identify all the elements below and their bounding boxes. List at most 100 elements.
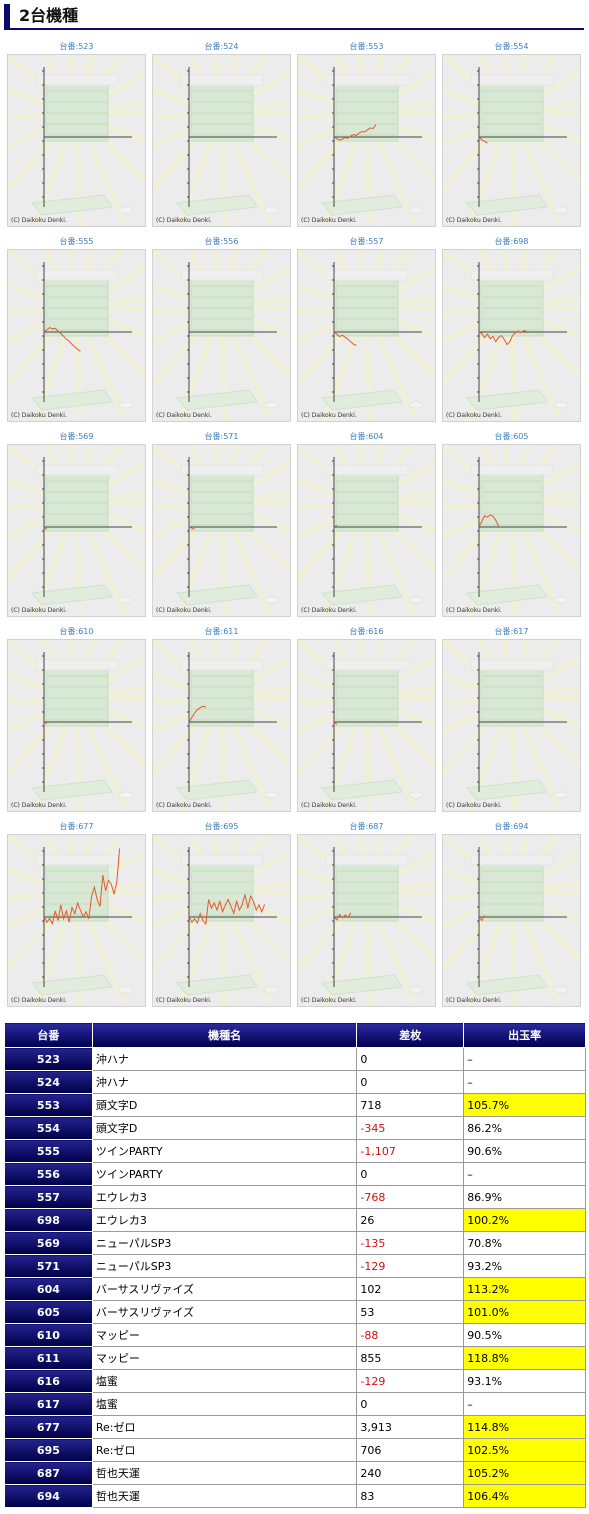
machine-number-cell[interactable]: 605 <box>4 1300 93 1324</box>
slump-graph[interactable]: (C) Daikoku Denki. <box>152 834 291 1007</box>
machine-number-cell[interactable]: 553 <box>4 1093 93 1117</box>
copyright-text: (C) Daikoku Denki. <box>11 802 67 809</box>
slump-graph[interactable]: (C) Daikoku Denki. <box>442 444 581 617</box>
graph-cell-557: 台番:557 (C) Daikoku Denki. <box>294 233 439 428</box>
table-row: 571 ニューパルSP3 -129 93.2% <box>4 1254 586 1278</box>
slump-line <box>333 124 377 141</box>
slump-graph[interactable]: (C) Daikoku Denki. <box>297 444 436 617</box>
machine-number-link[interactable]: 台番:524 <box>204 42 239 51</box>
machine-number-link[interactable]: 台番:553 <box>349 42 384 51</box>
machine-number-link[interactable]: 台番:698 <box>494 237 529 246</box>
machine-name-cell: 頭文字D <box>91 1093 358 1117</box>
payout-rate-cell: 100.2% <box>463 1208 586 1232</box>
slump-line <box>43 526 48 530</box>
table-row: 694 哲也天運 83 106.4% <box>4 1484 586 1508</box>
machine-number-cell[interactable]: 617 <box>4 1392 93 1416</box>
watermark-illustration <box>443 445 580 616</box>
machine-number-link[interactable]: 台番:617 <box>494 627 529 636</box>
slump-line <box>333 721 338 725</box>
machine-number-link[interactable]: 台番:604 <box>349 432 384 441</box>
slump-graph[interactable]: (C) Daikoku Denki. <box>152 444 291 617</box>
machine-number-cell[interactable]: 554 <box>4 1116 93 1140</box>
slump-graph-svg <box>298 835 435 1006</box>
slump-graph[interactable]: (C) Daikoku Denki. <box>297 639 436 812</box>
machine-number-cell[interactable]: 556 <box>4 1162 93 1186</box>
table-row: 524 沖ハナ 0– <box>4 1070 586 1094</box>
machine-number-link[interactable]: 台番:555 <box>59 237 94 246</box>
payout-rate-cell: 118.8% <box>463 1346 586 1370</box>
machine-number-cell[interactable]: 610 <box>4 1323 93 1347</box>
slump-graph-svg <box>298 250 435 421</box>
machine-number-link[interactable]: 台番:695 <box>204 822 239 831</box>
slump-graph-svg <box>443 445 580 616</box>
machine-name-cell: Re:ゼロ <box>91 1415 358 1439</box>
header-name: 機種名 <box>91 1022 358 1048</box>
payout-rate-cell: – <box>463 1162 586 1186</box>
slump-graph[interactable]: (C) Daikoku Denki. <box>7 54 146 227</box>
watermark-illustration <box>443 640 580 811</box>
machine-number-cell[interactable]: 524 <box>4 1070 93 1094</box>
slump-graph[interactable]: (C) Daikoku Denki. <box>152 249 291 422</box>
payout-rate-cell: 102.5% <box>463 1438 586 1462</box>
machine-number-cell[interactable]: 571 <box>4 1254 93 1278</box>
slump-graph[interactable]: (C) Daikoku Denki. <box>297 54 436 227</box>
slump-graph[interactable]: (C) Daikoku Denki. <box>7 444 146 617</box>
slump-graph[interactable]: (C) Daikoku Denki. <box>7 249 146 422</box>
machine-name-cell: ツインPARTY <box>91 1162 358 1186</box>
copyright-text: (C) Daikoku Denki. <box>156 997 212 1004</box>
machine-number-link[interactable]: 台番:610 <box>59 627 94 636</box>
slump-graph-svg <box>298 640 435 811</box>
machine-number-cell[interactable]: 616 <box>4 1369 93 1393</box>
graph-cell-524: 台番:524 (C) Daikoku Denki. <box>149 38 294 233</box>
slump-graph[interactable]: (C) Daikoku Denki. <box>442 834 581 1007</box>
slump-line <box>43 848 121 926</box>
copyright-text: (C) Daikoku Denki. <box>446 217 502 224</box>
machine-number-cell[interactable]: 687 <box>4 1461 93 1485</box>
machine-number-link[interactable]: 台番:694 <box>494 822 529 831</box>
watermark-illustration <box>153 835 290 1006</box>
machine-number-cell[interactable]: 677 <box>4 1415 93 1439</box>
slump-graph[interactable]: (C) Daikoku Denki. <box>442 639 581 812</box>
watermark-illustration <box>8 445 145 616</box>
machine-number-link[interactable]: 台番:677 <box>59 822 94 831</box>
machine-number-link[interactable]: 台番:611 <box>204 627 239 636</box>
machine-number-link[interactable]: 台番:571 <box>204 432 239 441</box>
machine-number-link[interactable]: 台番:556 <box>204 237 239 246</box>
copyright-text: (C) Daikoku Denki. <box>446 997 502 1004</box>
slump-graph[interactable]: (C) Daikoku Denki. <box>442 249 581 422</box>
machine-number-link[interactable]: 台番:616 <box>349 627 384 636</box>
watermark-illustration <box>298 835 435 1006</box>
machine-number-link[interactable]: 台番:557 <box>349 237 384 246</box>
machine-number-cell[interactable]: 698 <box>4 1208 93 1232</box>
slump-graph[interactable]: (C) Daikoku Denki. <box>297 249 436 422</box>
slump-graph[interactable]: (C) Daikoku Denki. <box>152 54 291 227</box>
machine-number-cell[interactable]: 604 <box>4 1277 93 1301</box>
machine-number-link[interactable]: 台番:605 <box>494 432 529 441</box>
payout-rate-cell: 93.2% <box>463 1254 586 1278</box>
graph-cell-687: 台番:687 (C) Daikoku Denki. <box>294 818 439 1013</box>
machine-number-cell[interactable]: 695 <box>4 1438 93 1462</box>
payout-rate-cell: 105.2% <box>463 1461 586 1485</box>
slump-graph[interactable]: (C) Daikoku Denki. <box>297 834 436 1007</box>
slump-graph[interactable]: (C) Daikoku Denki. <box>442 54 581 227</box>
machine-number-cell[interactable]: 694 <box>4 1484 93 1508</box>
watermark-illustration <box>298 55 435 226</box>
payout-rate-cell: 86.2% <box>463 1116 586 1140</box>
slump-graph[interactable]: (C) Daikoku Denki. <box>152 639 291 812</box>
copyright-text: (C) Daikoku Denki. <box>301 217 357 224</box>
table-row: 617 塩蜜 0– <box>4 1392 586 1416</box>
slump-graph[interactable]: (C) Daikoku Denki. <box>7 834 146 1007</box>
slump-line <box>188 894 266 926</box>
copyright-text: (C) Daikoku Denki. <box>11 217 67 224</box>
machine-number-link[interactable]: 台番:569 <box>59 432 94 441</box>
machine-number-cell[interactable]: 523 <box>4 1047 93 1071</box>
machine-number-link[interactable]: 台番:554 <box>494 42 529 51</box>
machine-number-link[interactable]: 台番:523 <box>59 42 94 51</box>
machine-number-cell[interactable]: 569 <box>4 1231 93 1255</box>
machine-number-cell[interactable]: 611 <box>4 1346 93 1370</box>
machine-number-cell[interactable]: 555 <box>4 1139 93 1163</box>
slump-graph[interactable]: (C) Daikoku Denki. <box>7 639 146 812</box>
machine-number-cell[interactable]: 557 <box>4 1185 93 1209</box>
graph-axes <box>477 652 567 792</box>
machine-number-link[interactable]: 台番:687 <box>349 822 384 831</box>
